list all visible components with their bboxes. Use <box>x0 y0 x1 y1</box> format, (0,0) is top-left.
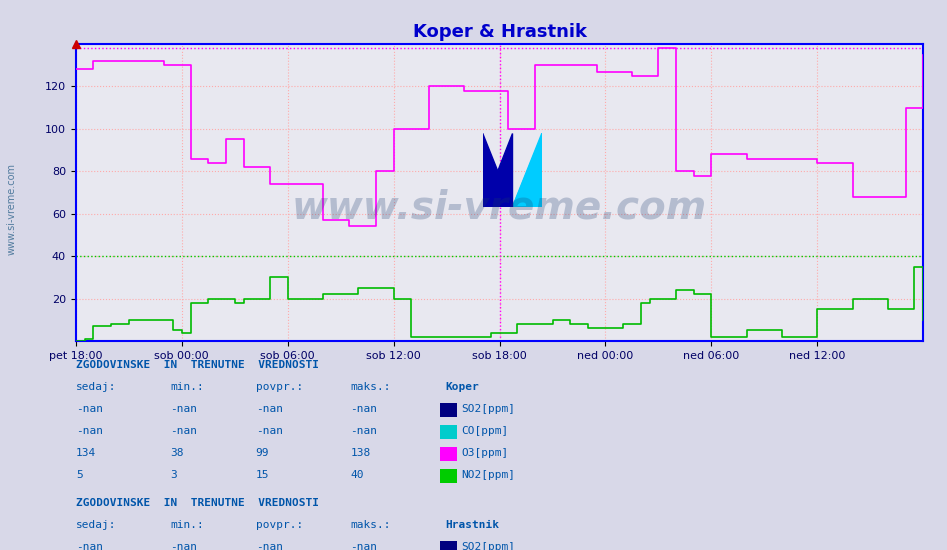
Text: -nan: -nan <box>256 426 283 437</box>
Text: 40: 40 <box>350 470 364 481</box>
Text: -nan: -nan <box>350 542 378 550</box>
Text: 15: 15 <box>256 470 269 481</box>
Text: 3: 3 <box>170 470 177 481</box>
Text: SO2[ppm]: SO2[ppm] <box>461 404 515 415</box>
Text: NO2[ppm]: NO2[ppm] <box>461 470 515 481</box>
Text: CO[ppm]: CO[ppm] <box>461 426 509 437</box>
Text: 99: 99 <box>256 448 269 459</box>
Text: -nan: -nan <box>170 404 198 415</box>
Text: www.si-vreme.com: www.si-vreme.com <box>7 163 16 255</box>
Text: -nan: -nan <box>350 426 378 437</box>
Text: min.:: min.: <box>170 382 205 393</box>
Text: povpr.:: povpr.: <box>256 520 303 530</box>
Text: povpr.:: povpr.: <box>256 382 303 393</box>
Text: 134: 134 <box>76 448 96 459</box>
Text: O3[ppm]: O3[ppm] <box>461 448 509 459</box>
Text: -nan: -nan <box>350 404 378 415</box>
Text: 38: 38 <box>170 448 184 459</box>
Text: -nan: -nan <box>170 426 198 437</box>
Text: ZGODOVINSKE  IN  TRENUTNE  VREDNOSTI: ZGODOVINSKE IN TRENUTNE VREDNOSTI <box>76 360 319 371</box>
Title: Koper & Hrastnik: Koper & Hrastnik <box>413 23 586 41</box>
Text: ZGODOVINSKE  IN  TRENUTNE  VREDNOSTI: ZGODOVINSKE IN TRENUTNE VREDNOSTI <box>76 498 319 508</box>
Text: sedaj:: sedaj: <box>76 382 116 393</box>
Text: www.si-vreme.com: www.si-vreme.com <box>292 188 707 227</box>
Text: 138: 138 <box>350 448 370 459</box>
Text: -nan: -nan <box>76 542 103 550</box>
Text: maks.:: maks.: <box>350 520 391 530</box>
Text: Hrastnik: Hrastnik <box>445 520 499 530</box>
Text: -nan: -nan <box>76 426 103 437</box>
Text: Koper: Koper <box>445 382 479 393</box>
Text: sedaj:: sedaj: <box>76 520 116 530</box>
Text: maks.:: maks.: <box>350 382 391 393</box>
Text: SO2[ppm]: SO2[ppm] <box>461 542 515 550</box>
Text: -nan: -nan <box>76 404 103 415</box>
Text: -nan: -nan <box>256 404 283 415</box>
Text: 5: 5 <box>76 470 82 481</box>
Text: min.:: min.: <box>170 520 205 530</box>
Text: -nan: -nan <box>256 542 283 550</box>
Text: -nan: -nan <box>170 542 198 550</box>
